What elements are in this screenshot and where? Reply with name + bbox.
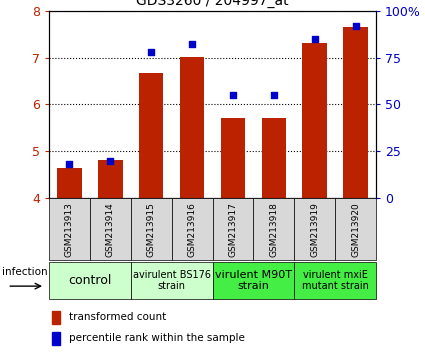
Point	[352, 23, 359, 28]
Text: GSM213919: GSM213919	[310, 202, 319, 257]
Text: GSM213914: GSM213914	[106, 202, 115, 257]
Text: virulent M90T
strain: virulent M90T strain	[215, 270, 292, 291]
FancyBboxPatch shape	[294, 262, 376, 299]
Text: GSM213920: GSM213920	[351, 202, 360, 257]
Title: GDS3260 / 204997_at: GDS3260 / 204997_at	[136, 0, 289, 8]
Text: GSM213913: GSM213913	[65, 202, 74, 257]
Text: percentile rank within the sample: percentile rank within the sample	[68, 333, 244, 343]
Bar	[343, 27, 368, 198]
FancyBboxPatch shape	[49, 262, 131, 299]
Point	[312, 36, 318, 41]
FancyBboxPatch shape	[90, 198, 131, 260]
Point	[230, 92, 236, 98]
Bar	[52, 332, 60, 345]
FancyBboxPatch shape	[335, 198, 376, 260]
Point	[148, 49, 155, 55]
Point	[107, 158, 113, 164]
FancyBboxPatch shape	[49, 198, 90, 260]
Text: GSM213918: GSM213918	[269, 202, 278, 257]
FancyBboxPatch shape	[172, 198, 212, 260]
Text: GSM213916: GSM213916	[187, 202, 196, 257]
Text: infection: infection	[3, 267, 48, 278]
Bar	[139, 73, 163, 198]
FancyBboxPatch shape	[253, 198, 294, 260]
Text: virulent mxiE
mutant strain: virulent mxiE mutant strain	[302, 270, 368, 291]
Point	[189, 41, 196, 47]
Text: control: control	[68, 274, 111, 287]
Text: avirulent BS176
strain: avirulent BS176 strain	[133, 270, 211, 291]
Bar	[221, 118, 245, 198]
FancyBboxPatch shape	[131, 198, 172, 260]
Point	[270, 92, 277, 98]
Bar	[303, 42, 327, 198]
Bar	[57, 168, 82, 198]
FancyBboxPatch shape	[212, 262, 294, 299]
Bar	[52, 311, 60, 324]
Point	[66, 162, 73, 167]
FancyBboxPatch shape	[294, 198, 335, 260]
Bar	[98, 160, 122, 198]
FancyBboxPatch shape	[212, 198, 253, 260]
Text: transformed count: transformed count	[68, 312, 166, 322]
Bar	[261, 118, 286, 198]
FancyBboxPatch shape	[131, 262, 212, 299]
Text: GSM213917: GSM213917	[229, 202, 238, 257]
Text: GSM213915: GSM213915	[147, 202, 156, 257]
Bar	[180, 57, 204, 198]
